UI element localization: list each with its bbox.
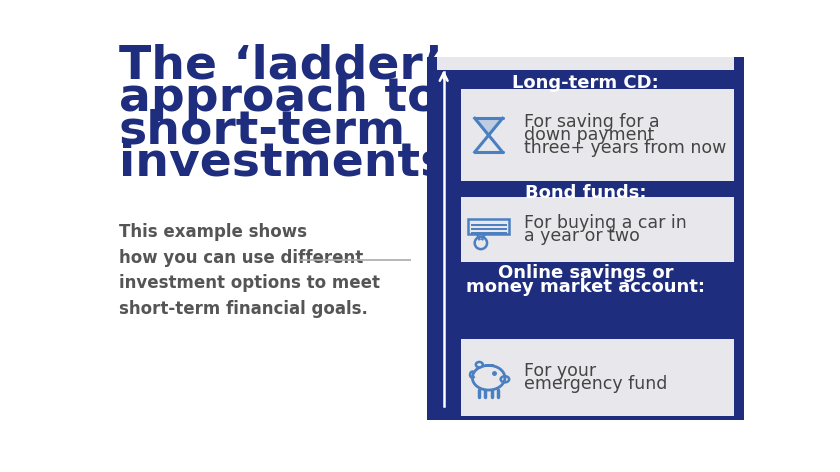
Text: This example shows
how you can use different
investment options to meet
short-te: This example shows how you can use diffe… [119,223,380,318]
FancyBboxPatch shape [438,54,733,70]
Ellipse shape [475,362,483,367]
FancyBboxPatch shape [427,57,744,420]
Text: The ‘ladder’: The ‘ladder’ [119,44,443,89]
Text: down payment: down payment [524,126,654,144]
Text: money market account:: money market account: [466,278,705,296]
Text: a year or two: a year or two [524,227,640,245]
Text: For saving for a: For saving for a [524,113,660,131]
Text: approach to: approach to [119,76,439,121]
Text: For your: For your [524,362,596,380]
Text: emergency fund: emergency fund [524,375,668,393]
Text: Bond funds:: Bond funds: [525,184,646,202]
Text: three+ years from now: three+ years from now [524,139,727,157]
Text: Online savings or: Online savings or [498,264,673,282]
FancyBboxPatch shape [460,197,733,262]
Text: short-term: short-term [119,109,406,154]
FancyBboxPatch shape [460,339,733,416]
Text: investments: investments [119,141,449,186]
Text: Long-term CD:: Long-term CD: [512,74,659,92]
Polygon shape [476,120,501,133]
Text: For buying a car in: For buying a car in [524,214,687,232]
FancyBboxPatch shape [460,89,733,181]
